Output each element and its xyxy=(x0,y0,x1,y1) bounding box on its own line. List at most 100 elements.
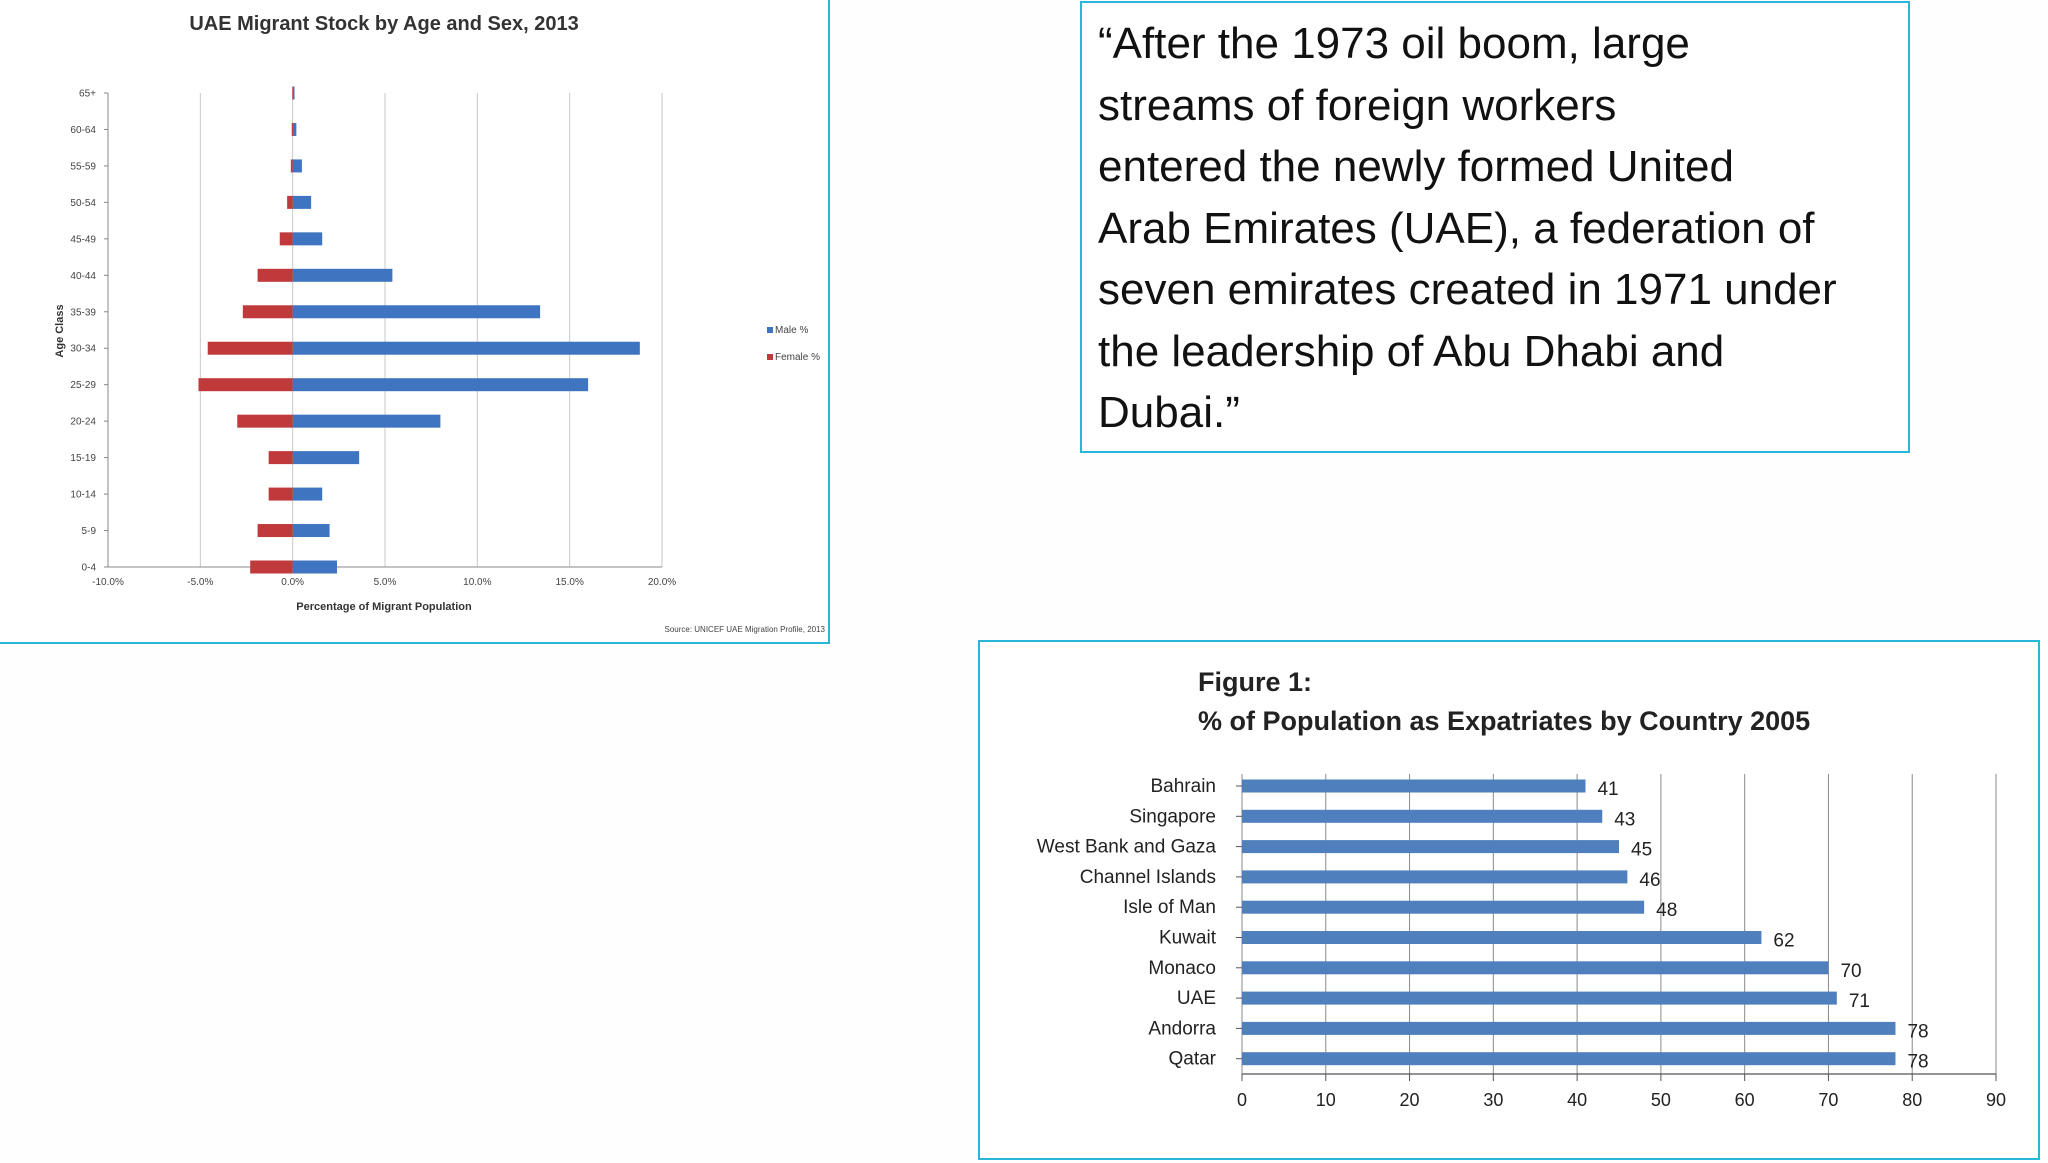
expat-country-label: Bahrain xyxy=(1151,776,1217,797)
pyramid-x-tick-label: -5.0% xyxy=(187,577,213,588)
pyramid-bar-female xyxy=(257,268,293,282)
expat-value-label: 41 xyxy=(1597,779,1618,800)
pyramid-age-label: 10-14 xyxy=(70,490,96,501)
expat-value-label: 48 xyxy=(1656,900,1677,921)
expat-country-label: Channel Islands xyxy=(1080,867,1216,888)
pyramid-source-note: Source: UNICEF UAE Migration Profile, 20… xyxy=(664,625,825,634)
pyramid-age-label: 15-19 xyxy=(70,453,96,464)
pyramid-age-label: 65+ xyxy=(79,89,96,100)
expat-country-label: UAE xyxy=(1177,988,1216,1009)
expat-country-label: Qatar xyxy=(1168,1049,1216,1070)
pyramid-bar-female xyxy=(198,378,293,392)
pyramid-bar-female xyxy=(291,122,293,136)
pyramid-bar-male xyxy=(292,414,441,428)
pyramid-bar-female xyxy=(237,414,293,428)
pyramid-bar-male xyxy=(292,560,337,574)
legend-swatch xyxy=(767,327,773,333)
expat-bar xyxy=(1242,1021,1896,1035)
pyramid-age-label: 40-44 xyxy=(70,271,96,282)
expat-x-tick-label: 60 xyxy=(1735,1090,1755,1110)
expat-country-label: West Bank and Gaza xyxy=(1037,837,1217,858)
pyramid-x-tick-label: -10.0% xyxy=(92,577,124,588)
pyramid-age-label: 0-4 xyxy=(82,563,97,574)
pyramid-bar-female xyxy=(287,195,293,209)
pyramid-bar-male xyxy=(292,341,640,355)
expat-bar xyxy=(1242,900,1645,914)
expat-bar xyxy=(1242,931,1762,944)
pyramid-bar-male xyxy=(292,159,302,173)
pyramid-age-label: 20-24 xyxy=(70,417,96,428)
pyramid-age-label: 5-9 xyxy=(82,526,97,537)
pyramid-x-tick-label: 0.0% xyxy=(281,577,304,588)
expat-value-label: 46 xyxy=(1639,870,1660,891)
expat-x-tick-label: 10 xyxy=(1316,1090,1336,1110)
expat-value-label: 71 xyxy=(1849,991,1870,1012)
pyramid-bar-female xyxy=(290,159,293,173)
quote-text: “After the 1973 oil boom, large streams … xyxy=(1098,19,1837,437)
expat-x-tick-label: 40 xyxy=(1567,1090,1587,1110)
pyramid-age-label: 35-39 xyxy=(70,307,96,318)
pyramid-bar-male xyxy=(292,268,393,282)
pyramid-x-tick-label: 5.0% xyxy=(374,577,397,588)
legend-label: Female % xyxy=(775,352,820,363)
pyramid-bar-male xyxy=(292,524,330,538)
pyramid-bar-male xyxy=(292,195,312,209)
pyramid-bar-female xyxy=(242,305,293,319)
legend-label: Male % xyxy=(775,325,808,336)
pyramid-x-tick-label: 15.0% xyxy=(555,577,583,588)
expat-bar xyxy=(1242,840,1619,854)
expat-chart-panel: Figure 1: % of Population as Expatriates… xyxy=(978,640,2040,1160)
pyramid-chart-panel: UAE Migrant Stock by Age and Sex, 2013 0… xyxy=(0,0,830,644)
legend-swatch xyxy=(767,354,773,360)
quote-box: “After the 1973 oil boom, large streams … xyxy=(1080,1,1910,453)
expat-x-tick-label: 20 xyxy=(1400,1090,1420,1110)
expat-value-label: 70 xyxy=(1840,961,1861,982)
pyramid-bar-male xyxy=(292,451,360,465)
pyramid-bar-female xyxy=(279,232,293,246)
expat-chart: Figure 1: % of Population as Expatriates… xyxy=(1037,667,2006,1110)
expat-x-tick-label: 70 xyxy=(1818,1090,1838,1110)
expat-x-tick-label: 80 xyxy=(1902,1090,1922,1110)
pyramid-chart: UAE Migrant Stock by Age and Sex, 2013 0… xyxy=(54,13,826,634)
pyramid-bar-male xyxy=(292,232,323,246)
pyramid-x-tick-label: 10.0% xyxy=(463,577,491,588)
pyramid-bar-male xyxy=(292,305,541,319)
pyramid-title: UAE Migrant Stock by Age and Sex, 2013 xyxy=(189,13,578,35)
expat-bar xyxy=(1242,991,1837,1005)
expat-value-label: 78 xyxy=(1907,1021,1928,1042)
pyramid-bar-male xyxy=(292,122,297,136)
expat-bar xyxy=(1242,809,1603,823)
pyramid-bar-female xyxy=(268,451,293,465)
expat-value-label: 78 xyxy=(1907,1052,1928,1073)
expat-chart-title: % of Population as Expatriates by Countr… xyxy=(1198,706,1810,736)
pyramid-y-axis-label: Age Class xyxy=(54,304,66,357)
pyramid-bar-female xyxy=(292,86,294,100)
expat-country-label: Monaco xyxy=(1148,958,1216,979)
pyramid-age-label: 30-34 xyxy=(70,344,96,355)
pyramid-bar-female xyxy=(250,560,293,574)
expat-bar xyxy=(1242,961,1829,975)
expat-country-label: Kuwait xyxy=(1159,928,1217,949)
pyramid-bar-female xyxy=(268,487,293,501)
pyramid-bar-male xyxy=(292,378,589,392)
expat-bar xyxy=(1242,779,1586,793)
pyramid-x-axis-label: Percentage of Migrant Population xyxy=(296,601,472,613)
expat-bar xyxy=(1242,870,1628,884)
pyramid-x-tick-label: 20.0% xyxy=(648,577,676,588)
expat-value-label: 62 xyxy=(1773,931,1794,952)
expat-x-tick-label: 0 xyxy=(1237,1090,1247,1110)
pyramid-bar-male xyxy=(292,487,323,501)
expat-country-label: Singapore xyxy=(1129,806,1216,827)
expat-country-label: Andorra xyxy=(1148,1018,1216,1039)
expat-x-tick-label: 50 xyxy=(1651,1090,1671,1110)
expat-figure-label: Figure 1: xyxy=(1198,667,1312,697)
expat-value-label: 43 xyxy=(1614,809,1635,830)
pyramid-bar-female xyxy=(257,524,293,538)
expat-x-tick-label: 30 xyxy=(1483,1090,1503,1110)
pyramid-age-label: 45-49 xyxy=(70,234,96,245)
expat-bar xyxy=(1242,1052,1896,1066)
expat-value-label: 45 xyxy=(1631,840,1652,861)
expat-country-label: Isle of Man xyxy=(1123,897,1216,918)
pyramid-age-label: 50-54 xyxy=(70,198,96,209)
pyramid-age-label: 60-64 xyxy=(70,125,96,136)
